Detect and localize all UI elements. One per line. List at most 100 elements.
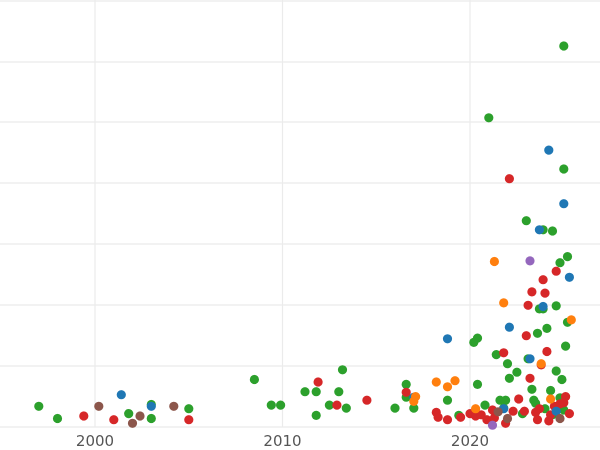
data-point	[542, 346, 552, 357]
data-point	[324, 400, 334, 410]
data-point	[527, 384, 537, 394]
data-point	[538, 301, 548, 312]
data-point	[146, 401, 156, 411]
data-point	[527, 287, 537, 297]
x-axis-tick-labels: 2000 2010 2020	[76, 432, 489, 450]
data-point	[472, 333, 483, 343]
data-point	[534, 404, 545, 414]
data-point	[562, 252, 573, 262]
data-point	[532, 328, 543, 338]
data-point	[551, 266, 561, 276]
data-point	[489, 256, 499, 267]
data-point	[493, 407, 503, 417]
data-point	[266, 400, 276, 410]
data-point	[313, 377, 323, 387]
data-point	[512, 367, 522, 377]
data-point	[561, 341, 571, 351]
data-point	[411, 392, 421, 402]
data-point	[300, 387, 310, 397]
data-point	[311, 387, 321, 397]
data-point	[544, 416, 554, 426]
data-point	[551, 406, 561, 416]
data-point	[540, 288, 550, 298]
data-point	[34, 401, 44, 411]
data-point	[249, 374, 259, 385]
data-point	[442, 415, 453, 425]
data-point	[521, 216, 531, 226]
data-point	[442, 395, 453, 405]
data-point	[504, 322, 514, 332]
data-point	[551, 366, 561, 376]
data-point	[431, 377, 441, 387]
data-point	[442, 382, 453, 392]
data-point	[499, 298, 509, 308]
data-point	[337, 365, 348, 375]
data-point	[332, 400, 342, 410]
x-tick-label: 2000	[76, 432, 114, 450]
data-point	[544, 145, 554, 155]
data-point	[491, 350, 501, 360]
data-point	[94, 401, 104, 411]
data-point	[501, 395, 511, 405]
data-point	[559, 164, 569, 174]
data-point	[504, 373, 514, 383]
data-point	[184, 415, 194, 425]
data-point	[519, 406, 530, 416]
data-point	[546, 385, 556, 396]
data-point	[471, 404, 481, 414]
data-point	[559, 41, 569, 51]
data-point	[116, 390, 126, 400]
data-point	[124, 409, 134, 419]
data-point	[534, 225, 545, 235]
data-point	[311, 410, 321, 420]
data-point	[547, 226, 558, 236]
data-point	[146, 413, 156, 424]
data-point	[135, 411, 145, 421]
data-point	[532, 415, 543, 425]
grid-lines	[0, 0, 600, 428]
data-point	[514, 394, 524, 404]
data-point	[184, 404, 194, 414]
data-point	[341, 403, 351, 413]
data-point	[536, 359, 546, 369]
data-point	[557, 374, 567, 385]
data-point	[499, 348, 509, 358]
data-point	[559, 199, 569, 209]
data-point	[525, 256, 535, 266]
data-point	[433, 412, 443, 422]
data-point	[127, 418, 138, 428]
data-point	[79, 411, 89, 421]
data-point	[487, 420, 498, 430]
data-point	[525, 373, 535, 383]
x-tick-label: 2020	[451, 432, 489, 450]
data-point	[390, 403, 400, 413]
data-point	[546, 394, 556, 404]
data-point	[523, 300, 533, 310]
data-point	[409, 403, 419, 413]
data-points	[34, 41, 576, 430]
data-point	[480, 400, 490, 410]
data-point	[362, 395, 372, 405]
data-point	[521, 331, 531, 341]
data-point	[169, 401, 179, 411]
data-point	[502, 413, 513, 424]
data-point	[456, 412, 466, 422]
data-point	[442, 334, 453, 344]
data-point	[559, 398, 569, 408]
data-point	[484, 113, 494, 123]
x-tick-label: 2010	[263, 432, 301, 450]
data-point	[538, 275, 548, 285]
data-point	[551, 301, 561, 311]
data-point	[542, 323, 552, 333]
data-point	[52, 413, 63, 424]
data-point	[504, 174, 514, 184]
data-point	[472, 379, 483, 389]
data-point	[276, 400, 286, 410]
data-point	[566, 315, 576, 325]
data-point	[525, 354, 535, 364]
data-point	[109, 415, 119, 425]
data-point	[508, 406, 518, 416]
data-point	[334, 387, 344, 397]
